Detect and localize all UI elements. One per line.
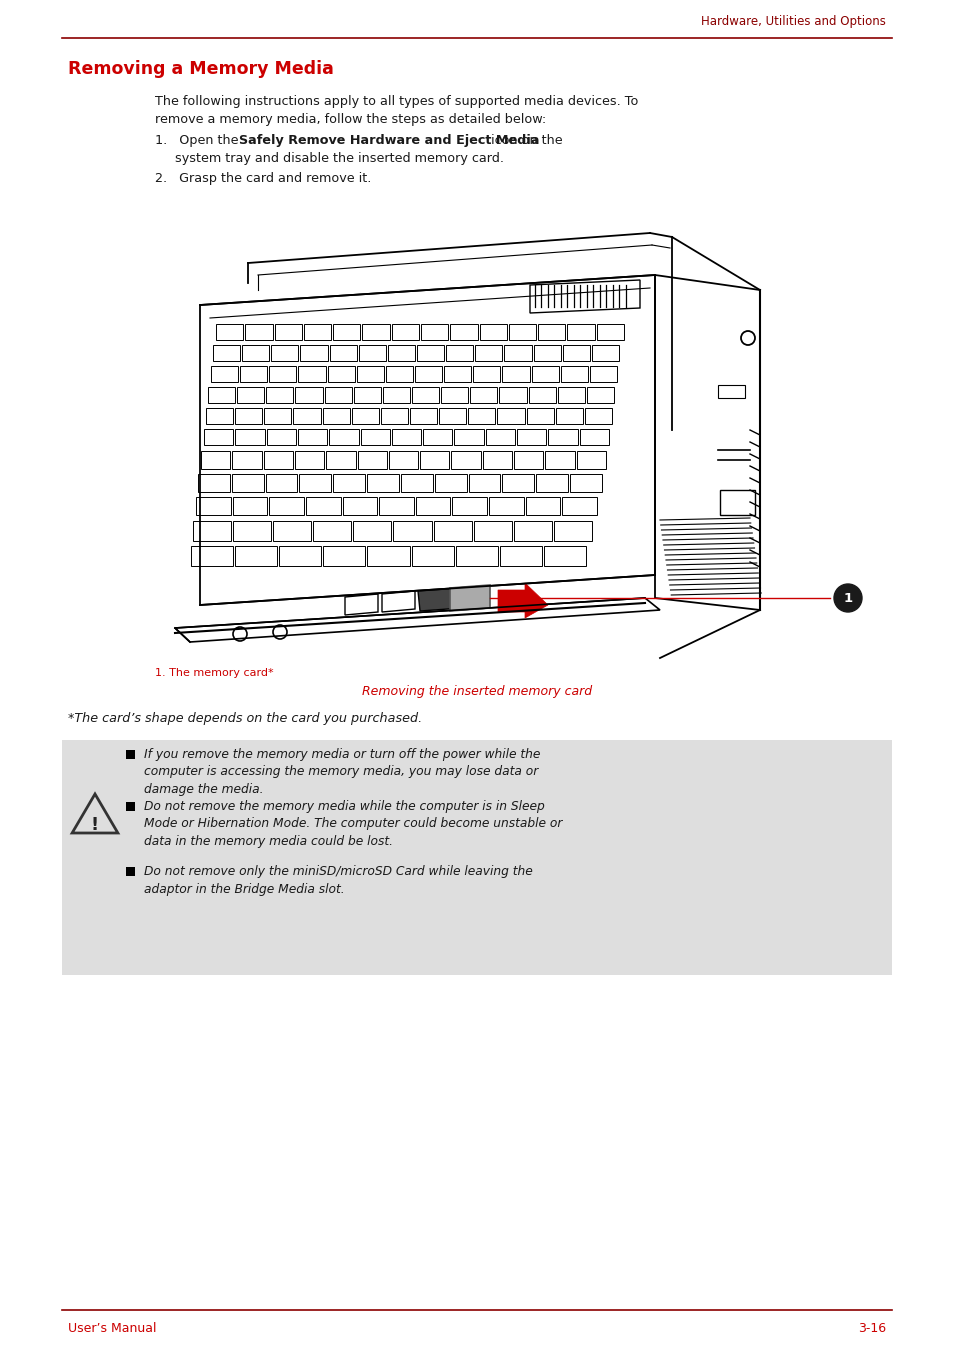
- Text: User’s Manual: User’s Manual: [68, 1322, 156, 1334]
- Text: Hardware, Utilities and Options: Hardware, Utilities and Options: [700, 15, 885, 28]
- Text: Safely Remove Hardware and Eject Media: Safely Remove Hardware and Eject Media: [239, 134, 539, 147]
- Text: Do not remove only the miniSD/microSD Card while leaving the
adaptor in the Brid: Do not remove only the miniSD/microSD Ca…: [144, 865, 532, 895]
- Text: Removing the inserted memory card: Removing the inserted memory card: [361, 685, 592, 698]
- Bar: [126, 750, 135, 758]
- Text: The following instructions apply to all types of supported media devices. To: The following instructions apply to all …: [154, 95, 638, 108]
- Text: 3-16: 3-16: [857, 1322, 885, 1334]
- Text: 2.   Grasp the card and remove it.: 2. Grasp the card and remove it.: [154, 172, 371, 185]
- Bar: [126, 802, 135, 811]
- Text: 1.   Open the: 1. Open the: [154, 134, 242, 147]
- Text: remove a memory media, follow the steps as detailed below:: remove a memory media, follow the steps …: [154, 114, 546, 126]
- Bar: [62, 740, 891, 975]
- Text: !: !: [91, 817, 99, 834]
- Polygon shape: [417, 588, 461, 611]
- Text: system tray and disable the inserted memory card.: system tray and disable the inserted mem…: [174, 151, 503, 165]
- Text: 1: 1: [842, 592, 852, 604]
- Text: If you remove the memory media or turn off the power while the
computer is acces: If you remove the memory media or turn o…: [144, 748, 539, 796]
- Polygon shape: [497, 583, 547, 618]
- Text: *The card’s shape depends on the card you purchased.: *The card’s shape depends on the card yo…: [68, 713, 421, 725]
- Bar: [126, 867, 135, 876]
- Polygon shape: [450, 585, 490, 611]
- Text: Do not remove the memory media while the computer is in Sleep
Mode or Hibernatio: Do not remove the memory media while the…: [144, 800, 561, 848]
- Text: Removing a Memory Media: Removing a Memory Media: [68, 59, 334, 78]
- Text: icon on the: icon on the: [486, 134, 562, 147]
- Circle shape: [833, 584, 862, 612]
- Text: 1. The memory card*: 1. The memory card*: [154, 668, 274, 677]
